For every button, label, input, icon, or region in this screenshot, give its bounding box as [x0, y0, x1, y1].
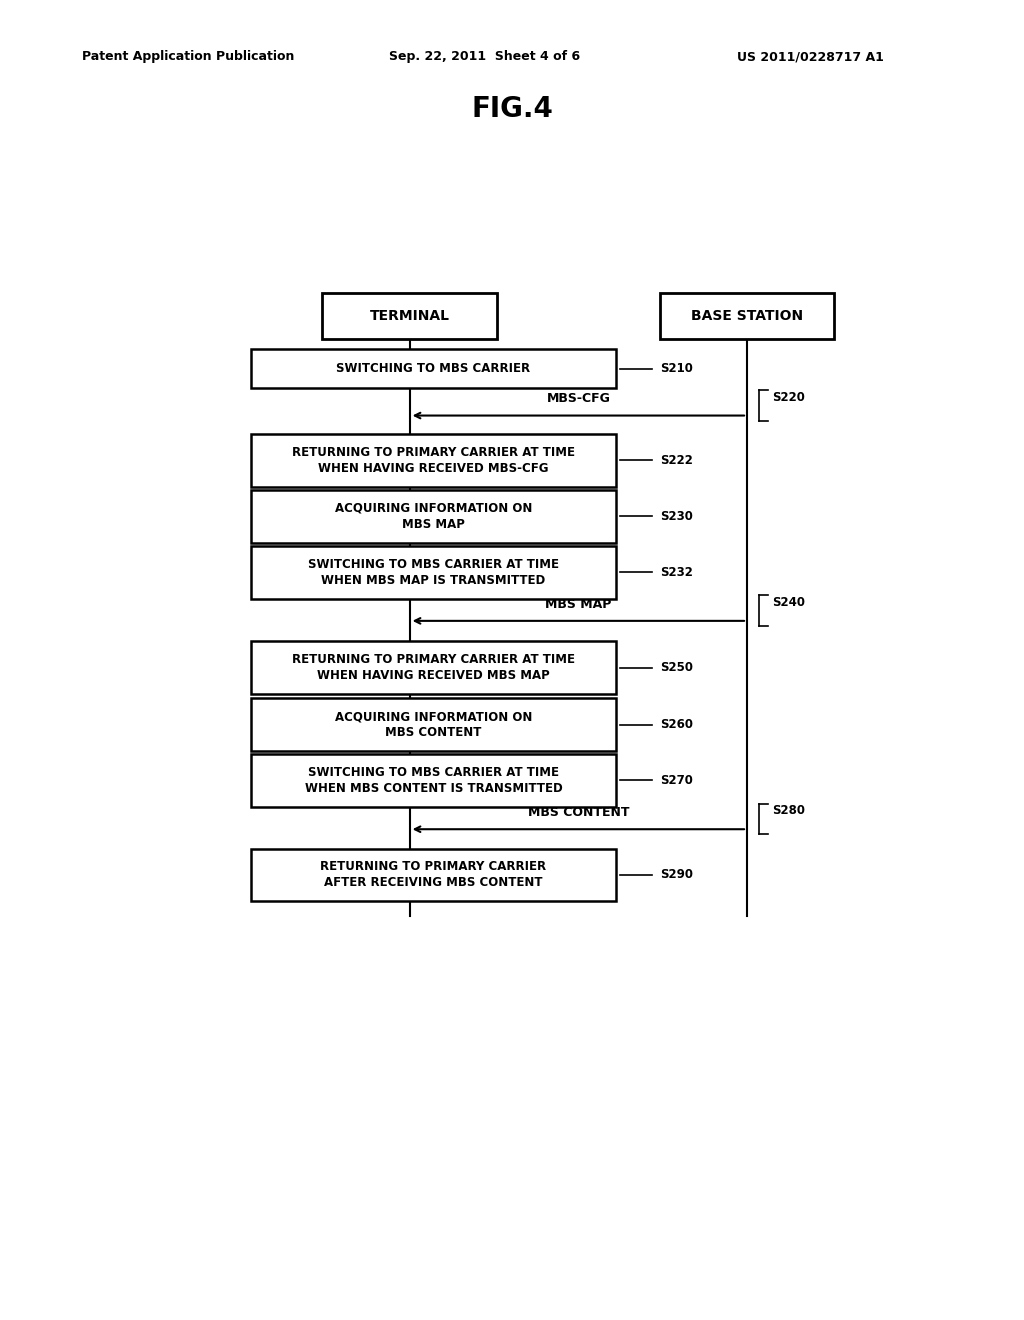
Bar	[323, 293, 497, 339]
Text: S232: S232	[659, 565, 692, 578]
Bar	[251, 642, 616, 694]
Bar	[251, 698, 616, 751]
Text: ACQUIRING INFORMATION ON
MBS MAP: ACQUIRING INFORMATION ON MBS MAP	[335, 502, 532, 531]
Text: SWITCHING TO MBS CARRIER: SWITCHING TO MBS CARRIER	[337, 362, 530, 375]
Text: MBS-CFG: MBS-CFG	[547, 392, 610, 405]
Text: Patent Application Publication: Patent Application Publication	[82, 50, 294, 63]
Text: SWITCHING TO MBS CARRIER AT TIME
WHEN MBS CONTENT IS TRANSMITTED: SWITCHING TO MBS CARRIER AT TIME WHEN MB…	[305, 766, 562, 795]
Text: S290: S290	[659, 869, 692, 882]
Text: MBS CONTENT: MBS CONTENT	[527, 807, 629, 818]
Text: US 2011/0228717 A1: US 2011/0228717 A1	[737, 50, 884, 63]
Text: RETURNING TO PRIMARY CARRIER AT TIME
WHEN HAVING RECEIVED MBS MAP: RETURNING TO PRIMARY CARRIER AT TIME WHE…	[292, 653, 575, 682]
Bar	[251, 434, 616, 487]
Bar	[251, 490, 616, 543]
Text: TERMINAL: TERMINAL	[370, 309, 450, 323]
Bar	[251, 350, 616, 388]
Text: FIG.4: FIG.4	[471, 95, 553, 123]
Text: S240: S240	[772, 597, 806, 609]
Text: MBS MAP: MBS MAP	[545, 598, 611, 611]
Text: S220: S220	[772, 391, 805, 404]
Text: S250: S250	[659, 661, 692, 675]
Bar	[251, 849, 616, 902]
Bar	[251, 545, 616, 598]
Bar	[659, 293, 835, 339]
Bar	[251, 754, 616, 807]
Text: S230: S230	[659, 510, 692, 523]
Text: S270: S270	[659, 774, 692, 787]
Text: SWITCHING TO MBS CARRIER AT TIME
WHEN MBS MAP IS TRANSMITTED: SWITCHING TO MBS CARRIER AT TIME WHEN MB…	[308, 557, 559, 586]
Text: BASE STATION: BASE STATION	[691, 309, 803, 323]
Text: S222: S222	[659, 454, 692, 467]
Text: S260: S260	[659, 718, 692, 731]
Text: Sep. 22, 2011  Sheet 4 of 6: Sep. 22, 2011 Sheet 4 of 6	[389, 50, 581, 63]
Text: S210: S210	[659, 362, 692, 375]
Text: RETURNING TO PRIMARY CARRIER AT TIME
WHEN HAVING RECEIVED MBS-CFG: RETURNING TO PRIMARY CARRIER AT TIME WHE…	[292, 446, 575, 475]
Text: RETURNING TO PRIMARY CARRIER
AFTER RECEIVING MBS CONTENT: RETURNING TO PRIMARY CARRIER AFTER RECEI…	[321, 861, 547, 890]
Text: ACQUIRING INFORMATION ON
MBS CONTENT: ACQUIRING INFORMATION ON MBS CONTENT	[335, 710, 532, 739]
Text: S280: S280	[772, 804, 806, 817]
